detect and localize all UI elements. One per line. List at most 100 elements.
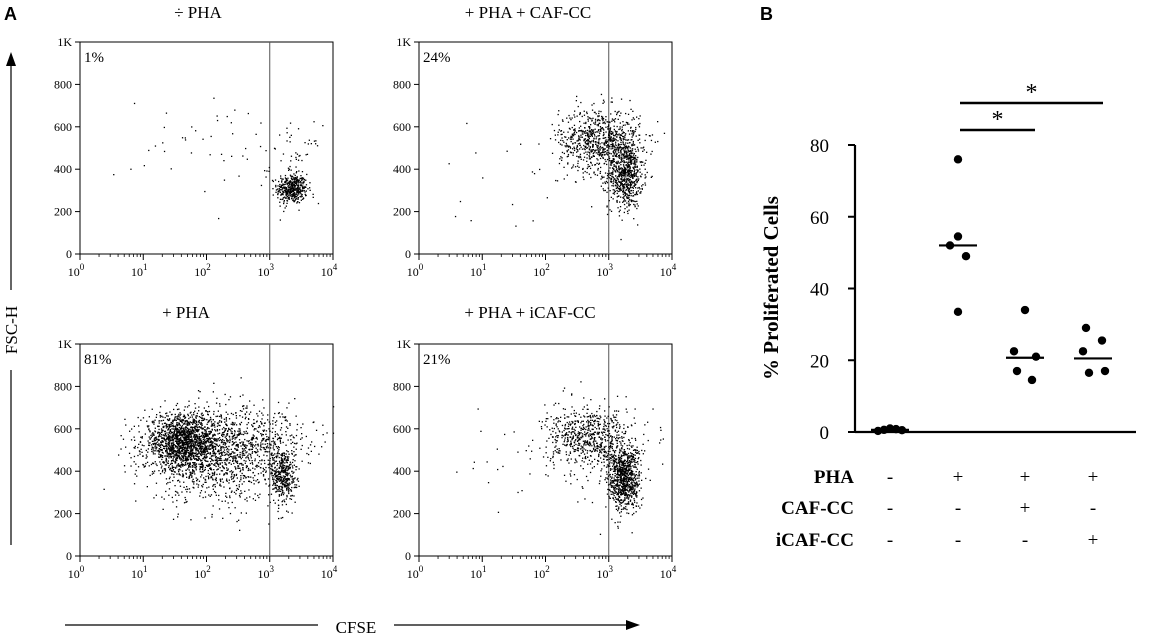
event-dot bbox=[196, 483, 198, 485]
event-dot bbox=[162, 469, 164, 471]
event-dot bbox=[622, 121, 624, 123]
event-dot bbox=[635, 187, 637, 189]
event-dot bbox=[606, 140, 608, 143]
event-dot bbox=[206, 460, 208, 462]
event-dot bbox=[312, 196, 314, 198]
event-dot bbox=[611, 162, 613, 164]
event-dot bbox=[235, 444, 238, 446]
event-dot bbox=[281, 454, 284, 456]
event-dot bbox=[200, 422, 202, 424]
event-dot bbox=[618, 162, 621, 164]
event-dot bbox=[586, 139, 588, 142]
event-dot bbox=[218, 424, 220, 426]
event-dot bbox=[278, 476, 280, 478]
event-dot bbox=[288, 487, 290, 489]
event-dot bbox=[285, 195, 287, 197]
event-dot bbox=[287, 187, 290, 189]
event-dot bbox=[163, 461, 165, 463]
y-tick-label: 600 bbox=[54, 120, 72, 134]
event-dot bbox=[171, 444, 173, 447]
event-dot bbox=[293, 177, 296, 179]
event-dot bbox=[214, 447, 217, 449]
event-dot bbox=[203, 417, 205, 420]
event-dot bbox=[625, 156, 627, 158]
event-dot bbox=[559, 143, 562, 145]
event-dot bbox=[148, 428, 150, 430]
event-dot bbox=[618, 168, 620, 170]
event-dot bbox=[181, 450, 183, 452]
event-dot bbox=[199, 469, 201, 471]
event-dot bbox=[287, 185, 289, 187]
event-dot bbox=[241, 464, 243, 466]
event-dot bbox=[200, 435, 202, 437]
event-dot bbox=[623, 165, 625, 167]
event-dot bbox=[272, 475, 275, 477]
event-dot bbox=[309, 189, 311, 191]
event-dot bbox=[195, 455, 197, 457]
event-dot bbox=[300, 183, 302, 185]
event-dot bbox=[612, 161, 614, 163]
event-dot bbox=[263, 430, 265, 432]
event-dot bbox=[282, 178, 284, 180]
event-dot bbox=[253, 404, 255, 406]
event-dot bbox=[605, 142, 607, 144]
event-dot bbox=[632, 182, 634, 184]
event-dots bbox=[103, 377, 335, 531]
event-dot bbox=[574, 133, 576, 136]
event-dot bbox=[638, 186, 640, 189]
event-dot bbox=[619, 206, 622, 208]
event-dot bbox=[197, 445, 200, 448]
event-dot bbox=[587, 120, 589, 122]
event-dot bbox=[178, 424, 180, 426]
event-dot bbox=[285, 187, 287, 190]
event-dot bbox=[626, 206, 628, 208]
event-dot bbox=[204, 517, 206, 519]
event-dot bbox=[299, 154, 301, 157]
event-dot bbox=[596, 124, 598, 126]
event-dot bbox=[616, 131, 618, 133]
event-dot bbox=[156, 464, 158, 467]
event-dot bbox=[311, 441, 313, 443]
event-dot bbox=[124, 471, 126, 473]
event-dot bbox=[642, 184, 644, 186]
event-dot bbox=[188, 462, 190, 464]
event-dot bbox=[621, 170, 623, 172]
event-dot bbox=[228, 453, 231, 455]
event-dot bbox=[629, 150, 631, 152]
event-dot bbox=[225, 403, 227, 406]
event-dot bbox=[190, 441, 192, 443]
event-dot bbox=[208, 448, 210, 450]
event-dot bbox=[612, 170, 614, 172]
event-dot bbox=[619, 136, 621, 138]
event-dot bbox=[276, 464, 278, 467]
event-dot bbox=[175, 506, 178, 508]
event-dot bbox=[598, 112, 600, 115]
event-dot bbox=[600, 129, 602, 132]
event-dot bbox=[295, 469, 297, 471]
event-dot bbox=[640, 191, 642, 193]
event-dot bbox=[204, 451, 206, 454]
event-dot bbox=[627, 186, 629, 189]
event-dot bbox=[263, 459, 266, 462]
event-dot bbox=[625, 133, 627, 135]
event-dot bbox=[616, 152, 618, 155]
event-dot bbox=[187, 442, 189, 444]
event-dot bbox=[601, 128, 603, 130]
event-dot bbox=[619, 147, 621, 149]
event-dot bbox=[244, 490, 246, 492]
event-dot bbox=[631, 153, 633, 155]
event-dot bbox=[596, 146, 598, 149]
event-dot bbox=[635, 173, 637, 175]
event-dot bbox=[577, 150, 579, 152]
event-dot bbox=[192, 423, 194, 425]
event-dot bbox=[219, 459, 222, 461]
event-dot bbox=[566, 174, 568, 176]
event-dot bbox=[599, 149, 601, 151]
event-dot bbox=[171, 432, 173, 434]
event-dot bbox=[179, 424, 181, 426]
event-dot bbox=[631, 176, 634, 178]
event-dot bbox=[196, 453, 198, 456]
event-dot bbox=[239, 467, 241, 469]
event-dot bbox=[199, 492, 202, 494]
event-dot bbox=[195, 426, 197, 428]
